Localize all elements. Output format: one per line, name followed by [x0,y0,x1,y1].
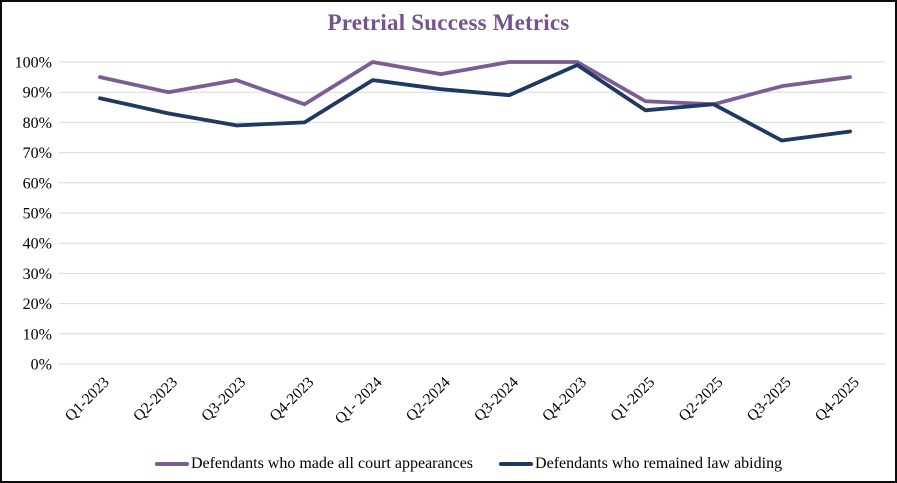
y-tick-label: 10% [23,326,52,343]
legend-item: Defendants who made all court appearance… [154,455,474,473]
y-tick-label: 0% [31,357,52,374]
x-tick-label: Q2-2023 [130,374,181,425]
x-tick-label: Q4-2023 [266,374,317,425]
legend: Defendants who made all court appearance… [22,455,895,473]
series-line [98,63,852,143]
x-tick-label: Q2-2025 [675,374,726,425]
chart-title: Pretrial Success Metrics [327,10,570,35]
y-tick-label: 30% [23,266,52,283]
legend-item: Defendants who remained law abiding [499,455,782,473]
series-lines [98,60,852,143]
x-tick-label: Q4-2023 [539,374,590,425]
legend-label: Defendants who made all court appearance… [190,455,474,472]
legend-label: Defendants who remained law abiding [535,455,783,472]
x-axis-tick-labels: Q1-2023 Q2-2023 Q3-2023 Q4-2023 Q1- 2024 Q2-2… [62,374,863,428]
x-tick-label: Q4-2025 [812,374,863,425]
y-tick-label: 70% [23,145,52,162]
y-tick-label: 50% [23,206,52,223]
legend-swatch [154,462,189,466]
series-line [98,60,852,107]
x-tick-label: Q1-2023 [62,374,113,425]
x-tick-label: Q1- 2024 [332,374,386,428]
y-tick-label: 80% [23,115,52,132]
y-tick-label: 90% [23,85,52,102]
y-tick-label: 60% [23,175,52,192]
y-tick-label: 40% [23,236,52,253]
y-axis-tick-labels: 0% 10% 20% 30% 40% 50% 60% 70% 80% 90% 100% [15,55,52,374]
gridlines [59,61,885,365]
x-tick-label: Q3-2025 [744,374,795,425]
y-tick-label: 20% [23,296,52,313]
y-tick-label: 100% [15,55,52,72]
legend-swatch [499,462,534,466]
x-tick-label: Q2-2024 [403,374,454,425]
x-tick-label: Q1-2025 [607,374,658,425]
x-tick-label: Q3-2024 [471,374,522,425]
x-tick-label: Q3-2023 [198,374,249,425]
